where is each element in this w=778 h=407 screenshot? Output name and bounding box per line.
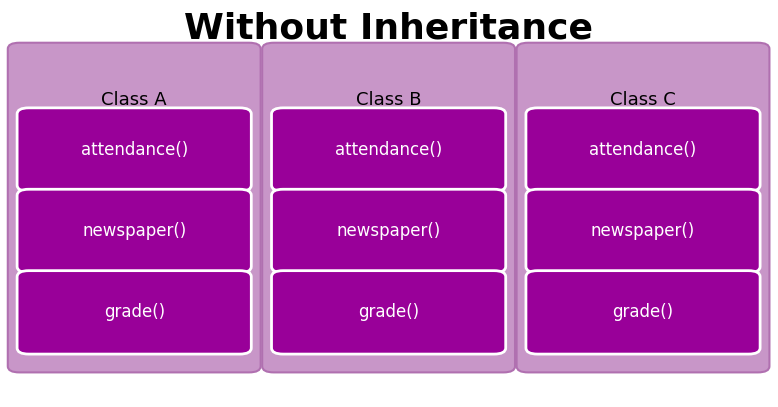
Text: newspaper(): newspaper() — [82, 222, 186, 240]
Text: Without Inheritance: Without Inheritance — [184, 11, 594, 46]
FancyBboxPatch shape — [272, 271, 506, 354]
FancyBboxPatch shape — [526, 271, 760, 354]
FancyBboxPatch shape — [272, 108, 506, 191]
Text: grade(): grade() — [612, 303, 674, 322]
FancyBboxPatch shape — [17, 271, 251, 354]
FancyBboxPatch shape — [526, 189, 760, 273]
Text: Class A: Class A — [101, 91, 167, 109]
FancyBboxPatch shape — [517, 43, 769, 372]
Text: newspaper(): newspaper() — [337, 222, 440, 240]
FancyBboxPatch shape — [17, 189, 251, 273]
Text: newspaper(): newspaper() — [591, 222, 695, 240]
Text: grade(): grade() — [103, 303, 165, 322]
Text: attendance(): attendance() — [81, 140, 187, 159]
Text: Class B: Class B — [356, 91, 422, 109]
FancyBboxPatch shape — [272, 189, 506, 273]
FancyBboxPatch shape — [8, 43, 261, 372]
FancyBboxPatch shape — [262, 43, 515, 372]
FancyBboxPatch shape — [17, 108, 251, 191]
Text: Class C: Class C — [610, 91, 676, 109]
Text: grade(): grade() — [358, 303, 419, 322]
Text: attendance(): attendance() — [335, 140, 442, 159]
FancyBboxPatch shape — [526, 108, 760, 191]
Text: attendance(): attendance() — [590, 140, 696, 159]
